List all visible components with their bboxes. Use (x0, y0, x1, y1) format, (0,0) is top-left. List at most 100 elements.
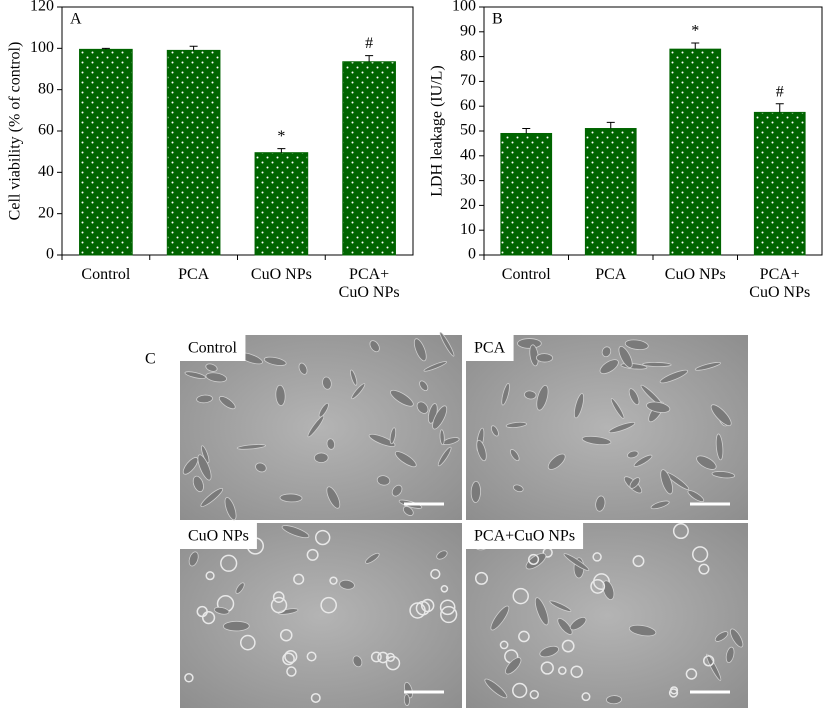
cell (710, 404, 732, 427)
y-tick-label: 20 (460, 196, 476, 213)
cell (279, 628, 293, 642)
cell (608, 421, 636, 434)
cell (326, 486, 341, 509)
y-tick-label: 100 (452, 0, 476, 15)
image-label: PCA+CuO NPs (474, 528, 575, 545)
y-tick-label: 30 (460, 171, 476, 188)
cell (563, 553, 590, 571)
cell (650, 500, 670, 510)
cell (394, 451, 417, 468)
x-tick-label-line: CuO NPs (749, 284, 810, 301)
bar (79, 48, 133, 256)
cell (419, 380, 429, 392)
cell (687, 490, 705, 503)
significance-marker: * (691, 23, 699, 40)
cell (534, 597, 549, 626)
cell (698, 563, 710, 575)
cell (205, 372, 228, 383)
cell (279, 493, 303, 503)
x-tick-label: Control (81, 266, 130, 283)
cell (715, 433, 724, 461)
image-label-box (180, 523, 257, 549)
x-tick-label: PCA+ CuO NPs (749, 266, 810, 301)
cell (590, 578, 606, 594)
cell (557, 617, 573, 635)
cell (318, 402, 329, 418)
cell (547, 453, 566, 470)
cell (369, 340, 380, 353)
cell (436, 550, 448, 560)
cell (200, 487, 224, 507)
cell (558, 666, 567, 675)
cell (326, 438, 336, 450)
cell (505, 657, 522, 675)
cell (439, 599, 456, 616)
cell (470, 481, 481, 503)
x-tick-label: PCA+ CuO NPs (339, 266, 400, 301)
y-tick-label: 120 (30, 0, 54, 15)
cell (263, 356, 287, 366)
cell (270, 596, 288, 614)
x-tick-label: PCA (178, 266, 210, 283)
cell (725, 646, 735, 664)
cell (642, 361, 672, 368)
cell (314, 529, 331, 546)
x-tick-label: PCA (595, 266, 627, 283)
cell (705, 653, 722, 681)
cell (298, 362, 308, 375)
cell (239, 634, 256, 651)
cell (501, 383, 510, 406)
cell (484, 678, 508, 699)
significance-marker: # (776, 83, 784, 100)
y-tick-label: 70 (460, 72, 476, 89)
bar (753, 111, 806, 256)
cell (423, 361, 447, 372)
image-label: Control (188, 340, 237, 357)
cell (524, 390, 537, 400)
y-tick-label: 60 (460, 97, 476, 114)
cell (692, 546, 709, 563)
cell (730, 628, 744, 648)
panel-label: A (70, 11, 82, 28)
bar (669, 48, 722, 256)
cell (599, 359, 619, 375)
cell (570, 665, 583, 678)
cell (306, 651, 317, 662)
y-axis-label: LDH leakage (IU/L) (429, 65, 446, 197)
cell (694, 361, 721, 371)
error-bar (365, 55, 374, 62)
cell (437, 446, 452, 467)
cell (610, 398, 625, 419)
cell (685, 668, 698, 680)
cell (440, 584, 449, 593)
cell (633, 454, 653, 467)
error-bar (277, 148, 286, 153)
cell (561, 639, 575, 653)
cell (628, 624, 657, 637)
x-tick-label-line: CuO NPs (251, 266, 312, 283)
bar (166, 49, 221, 256)
cell (439, 429, 445, 446)
error-bar (691, 42, 700, 50)
cell (490, 425, 499, 437)
cell (549, 600, 572, 612)
y-tick-label: 50 (460, 122, 476, 139)
cell (339, 579, 355, 590)
cell (430, 568, 441, 580)
x-tick-label-line: Control (502, 266, 551, 283)
x-tick-label-line: PCA+ (349, 266, 389, 283)
cell (540, 661, 554, 675)
cell (368, 433, 396, 447)
cell (569, 616, 587, 631)
cell (385, 655, 401, 671)
y-tick-label: 10 (460, 221, 476, 238)
cell (286, 666, 297, 677)
cell (474, 571, 489, 585)
cell (306, 548, 319, 561)
cell (201, 445, 210, 464)
y-axis-label: Cell viability (% of control) (7, 42, 24, 221)
cell (632, 555, 645, 568)
cell (627, 450, 639, 459)
error-bar (606, 121, 615, 129)
